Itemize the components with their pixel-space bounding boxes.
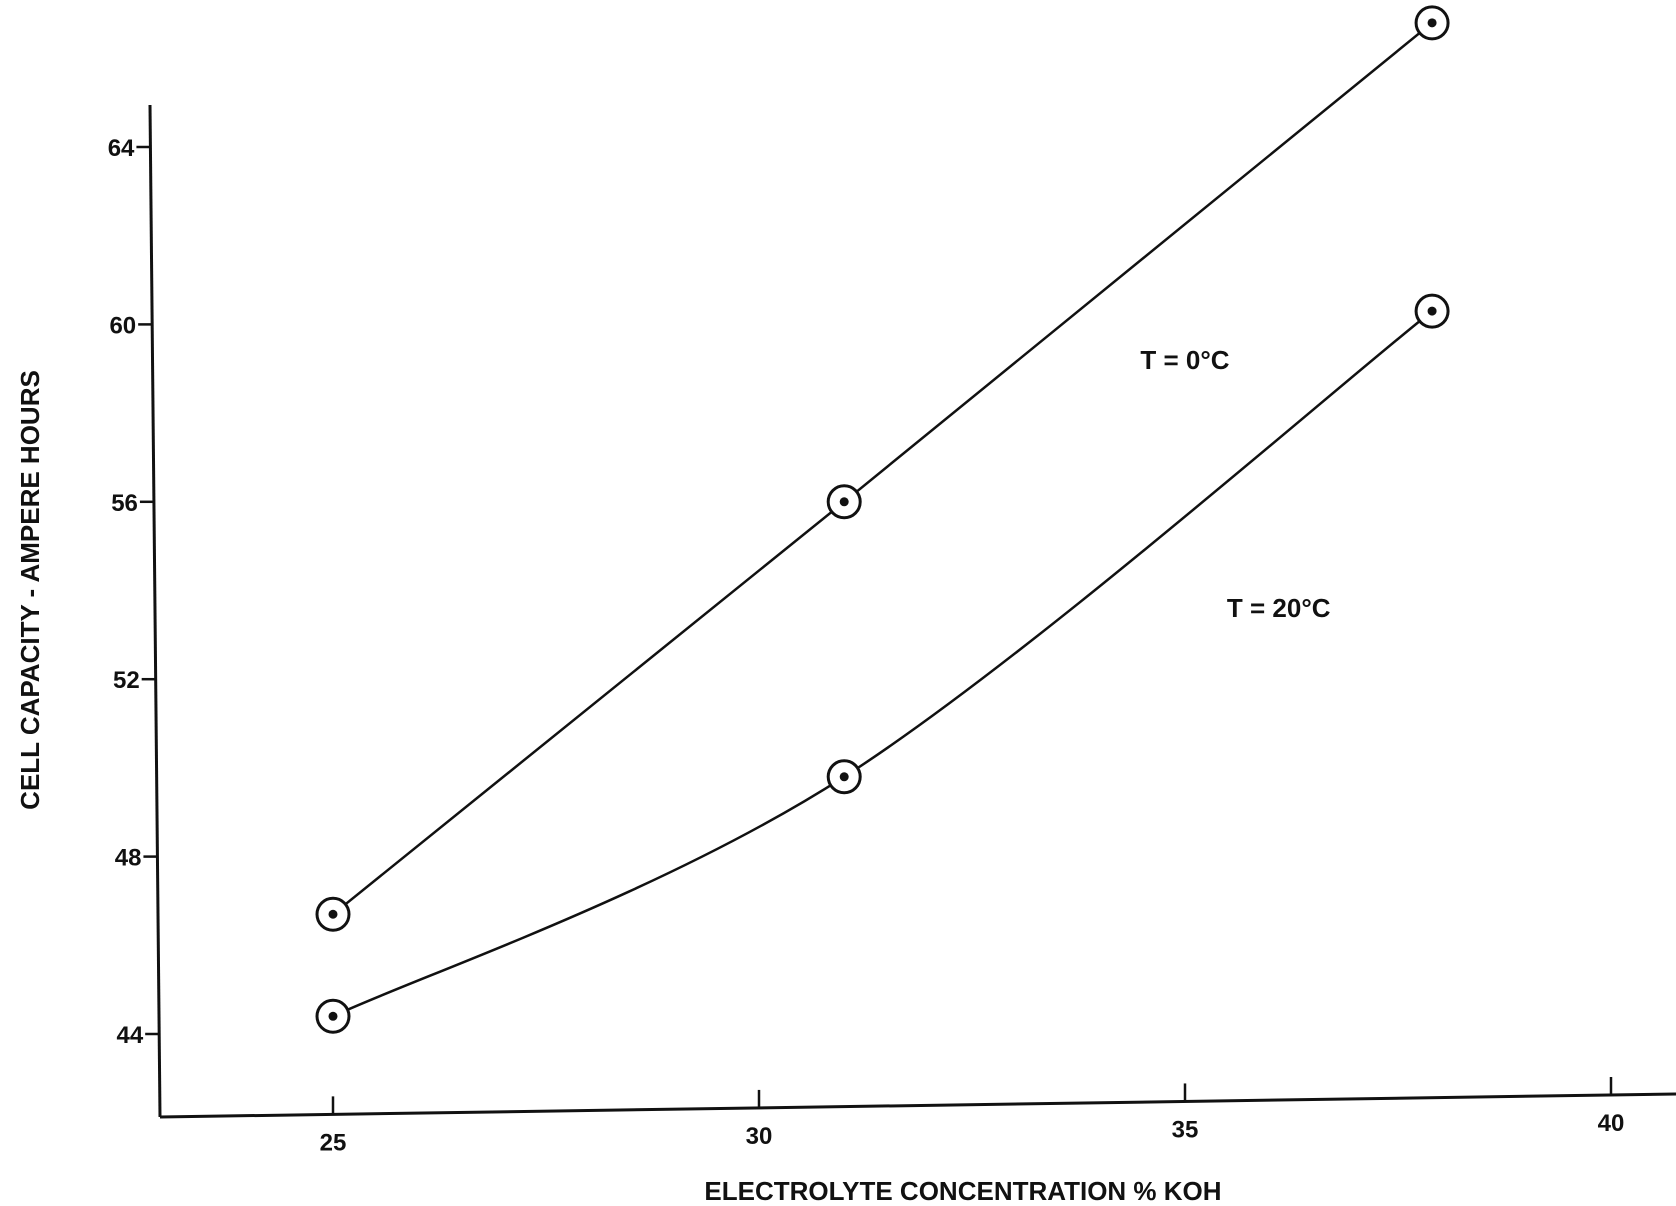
axis-ticks: 44 48 52 56 60 64 25 30 35 40: [108, 135, 1625, 1156]
data-point-dot: [1427, 18, 1437, 28]
series-lines: [332, 21, 1433, 1018]
x-tick-label: 40: [1598, 1110, 1625, 1137]
y-axis-title: CELL CAPACITY - AMPERE HOURS: [15, 370, 45, 810]
x-tick-label: 25: [320, 1129, 347, 1156]
x-axis-title: ELECTROLYTE CONCENTRATION % KOH: [704, 1176, 1221, 1206]
y-tick-label: 60: [109, 312, 136, 339]
y-tick-label: 56: [111, 490, 138, 517]
y-tick-label: 44: [116, 1022, 143, 1049]
series-labels: T = 0°C T = 20°C: [1140, 345, 1330, 623]
y-tick-label: 48: [115, 845, 142, 872]
y-tick-label: 52: [113, 667, 140, 694]
series-line-2: [332, 310, 1433, 1018]
data-point-dot: [839, 497, 849, 507]
data-point-dot: [1427, 306, 1437, 316]
x-tick-label: 30: [746, 1123, 773, 1150]
y-tick-label: 64: [108, 135, 135, 162]
series-label-2: T = 20°C: [1227, 593, 1331, 623]
x-tick-label: 35: [1172, 1116, 1199, 1143]
y-axis-line: [148, 104, 162, 1118]
data-point-dot: [839, 772, 849, 782]
chart-axes: [148, 104, 1676, 1119]
series-label-1: T = 0°C: [1140, 345, 1229, 375]
x-axis-line: [159, 1092, 1676, 1119]
data-point-dot: [328, 1011, 338, 1021]
data-markers: [315, 5, 1450, 1034]
data-point-dot: [328, 909, 338, 919]
series-line-1: [332, 21, 1433, 916]
